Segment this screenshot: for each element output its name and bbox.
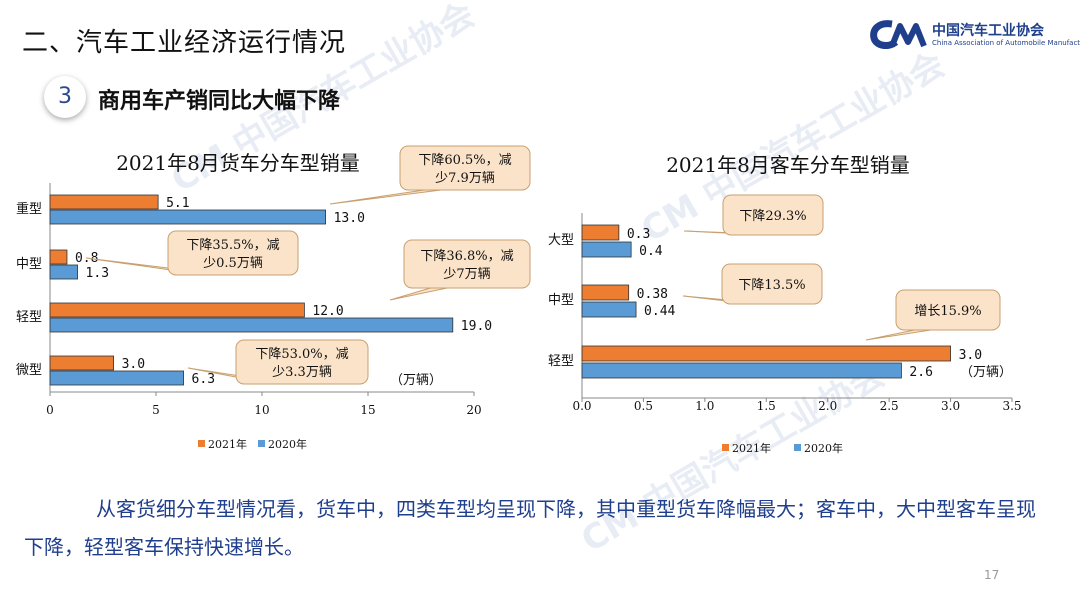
callout-text: 下降60.5%，减 — [418, 153, 511, 168]
data-label: 0.3 — [627, 227, 650, 242]
x-tick-label: 5 — [152, 403, 160, 417]
category-label: 微型 — [16, 363, 42, 378]
data-label: 3.0 — [959, 348, 982, 363]
callout-box — [721, 263, 823, 305]
callout-text: 少3.3万辆 — [272, 365, 332, 380]
data-label: 13.0 — [334, 211, 365, 226]
data-label: 5.1 — [166, 196, 189, 211]
callout-text: 下降29.3% — [739, 209, 806, 224]
x-tick-label: 1.0 — [695, 399, 714, 413]
callout-box — [722, 194, 824, 236]
x-tick-label: 10 — [254, 403, 269, 417]
category-label: 轻型 — [16, 310, 42, 325]
x-tick-label: 3.0 — [941, 399, 960, 413]
section-title: 商用车产销同比大幅下降 — [98, 89, 341, 114]
bar-2021 — [49, 249, 68, 265]
x-tick-label: 0 — [46, 403, 54, 417]
legend-swatch — [794, 444, 801, 451]
legend-label: 2020年 — [268, 437, 307, 451]
x-tick-label: 15 — [360, 403, 375, 417]
data-label: 3.0 — [122, 357, 145, 372]
callout-box — [167, 230, 299, 276]
page-title: 二、汽车工业经济运行情况 — [22, 28, 347, 58]
callout-text: 少7.9万辆 — [435, 171, 495, 186]
chart-title: 2021年8月客车分车型销量 — [666, 153, 910, 177]
callout-text: 下降35.5%，减 — [186, 238, 279, 253]
callout-box — [403, 239, 531, 289]
unit-label: （万辆） — [390, 373, 442, 388]
callout-box — [235, 339, 369, 385]
data-label: 1.3 — [86, 266, 109, 281]
legend-label: 2021年 — [732, 441, 771, 455]
category-label: 中型 — [16, 257, 42, 272]
bar-2020 — [581, 241, 632, 258]
section-number-badge: 3 — [44, 76, 86, 118]
bar-2021 — [49, 194, 159, 210]
category-label: 重型 — [16, 201, 42, 217]
x-tick-label: 2.0 — [818, 399, 837, 413]
callout-text: 少7万辆 — [443, 267, 490, 282]
bar-2021 — [581, 345, 951, 362]
chart-title: 2021年8月货车分车型销量 — [116, 151, 360, 175]
callout-pointer — [389, 286, 452, 301]
callout-text: 少0.5万辆 — [203, 256, 263, 271]
bar-2020 — [581, 301, 637, 318]
data-label: 19.0 — [461, 319, 492, 334]
logo-mark-icon — [870, 20, 927, 49]
x-tick-label: 1.5 — [757, 399, 776, 413]
callout-box — [895, 289, 1001, 331]
x-tick-label: 0.0 — [572, 399, 591, 413]
callout-text: 增长15.9% — [914, 304, 981, 319]
page-number: 17 — [984, 568, 1000, 582]
data-label: 6.3 — [192, 372, 215, 387]
unit-label: （万辆） — [960, 365, 1012, 380]
category-label: 轻型 — [548, 354, 574, 369]
bar-2020 — [49, 264, 78, 280]
bar-2021 — [581, 224, 620, 241]
bar-2020 — [581, 362, 902, 379]
callout-pointer — [865, 328, 938, 341]
bar-2021 — [581, 284, 630, 301]
legend-label: 2020年 — [804, 441, 843, 455]
legend-swatch — [258, 440, 265, 447]
legend-label: 2021年 — [208, 437, 247, 451]
x-tick-label: 3.5 — [1002, 399, 1021, 413]
bar-2020 — [49, 317, 454, 333]
data-label: 0.38 — [637, 287, 668, 302]
logo-text-cn: 中国汽车工业协会 — [932, 23, 1044, 39]
bar-2021 — [49, 302, 305, 318]
x-tick-label: 2.5 — [880, 399, 899, 413]
logo-text-en: China Association of Automobile Manufact… — [932, 39, 1080, 47]
callout-pointer — [329, 188, 450, 205]
data-label: 0.4 — [639, 244, 663, 259]
bar-2020 — [49, 370, 184, 386]
bar-2021 — [49, 355, 114, 371]
callout-text: 下降36.8%，减 — [420, 249, 513, 264]
x-tick-label: 0.5 — [634, 399, 653, 413]
data-label: 0.44 — [644, 304, 675, 319]
category-label: 中型 — [548, 293, 574, 308]
callout-text: 下降53.0%，减 — [255, 347, 348, 362]
x-tick-label: 20 — [466, 403, 481, 417]
callout-text: 下降13.5% — [738, 278, 805, 293]
callout-box — [399, 145, 531, 191]
bar-2020 — [49, 209, 327, 225]
legend-swatch — [722, 444, 729, 451]
data-label: 2.6 — [909, 365, 932, 380]
summary-text: 从客货细分车型情况看，货车中，四类车型均呈现下降，其中重型货车降幅最大；客车中，… — [24, 497, 1036, 559]
logo: 中国汽车工业协会 China Association of Automobile… — [870, 18, 1080, 58]
legend-swatch — [198, 440, 205, 447]
category-label: 大型 — [548, 233, 574, 248]
data-label: 12.0 — [312, 304, 343, 319]
